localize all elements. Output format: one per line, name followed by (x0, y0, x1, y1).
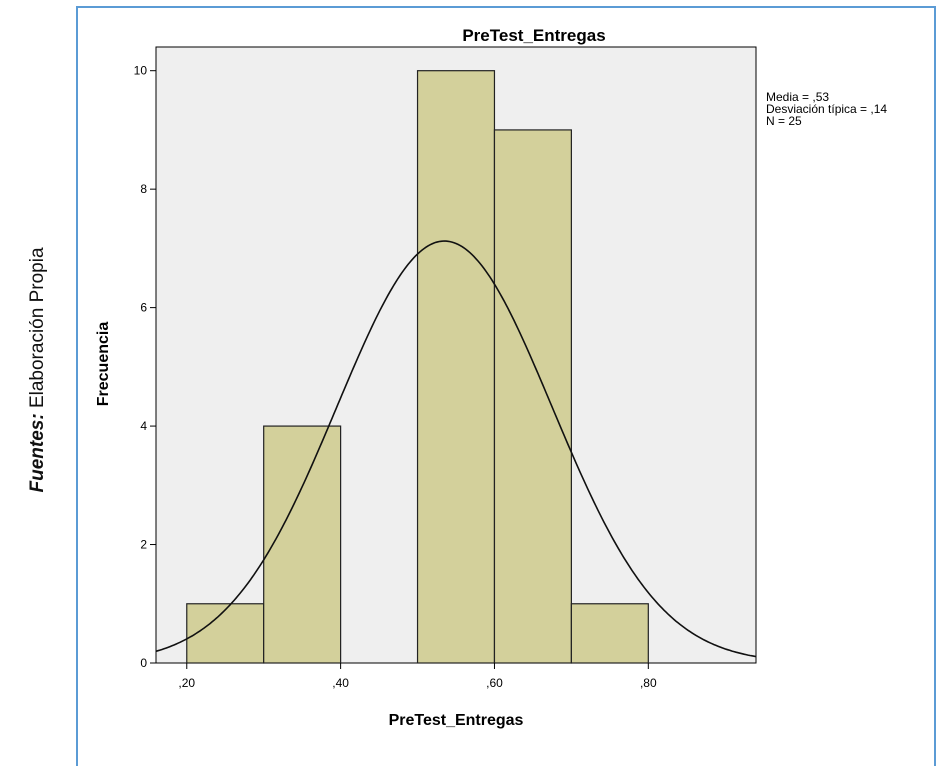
y-axis-label: Frecuencia (95, 322, 112, 407)
histogram-chart: 0 2 4 6 8 10 ,20 ,40 ,60 ,80 PreTest_Entregas Pr… (95, 26, 887, 729)
x-tick-label-2: ,60 (486, 676, 503, 690)
y-tick-label-4: 8 (140, 182, 147, 196)
y-tick-label-2: 4 (140, 419, 147, 433)
histogram-bar-0 (186, 603, 265, 664)
histogram-bar-3 (416, 70, 496, 664)
y-tick-label-3: 6 (140, 301, 147, 315)
histogram-bars (186, 70, 649, 664)
x-axis-label: PreTest_Entregas (389, 712, 524, 729)
y-tick-label-0: 0 (140, 656, 147, 670)
x-tick-label-3: ,80 (640, 676, 657, 690)
y-tick-label-5: 10 (134, 64, 148, 78)
histogram-bar-1 (263, 425, 342, 664)
figure-frame (76, 6, 936, 766)
stats-line-1: Desviación típica = ,14 (766, 102, 887, 116)
normal-curve (155, 240, 757, 658)
x-axis: ,20 ,40 ,60 ,80 (178, 663, 657, 690)
x-tick-label-1: ,40 (332, 676, 349, 690)
stats-line-2: N = 25 (766, 114, 802, 128)
histogram-bar-5 (570, 603, 649, 664)
chart-title: PreTest_Entregas (462, 26, 605, 45)
histogram-bar-4 (493, 129, 572, 664)
y-tick-label-1: 2 (140, 538, 147, 552)
stats-line-0: Media = ,53 (766, 90, 829, 104)
y-axis: 0 2 4 6 8 10 (134, 64, 156, 670)
x-tick-label-0: ,20 (178, 676, 195, 690)
